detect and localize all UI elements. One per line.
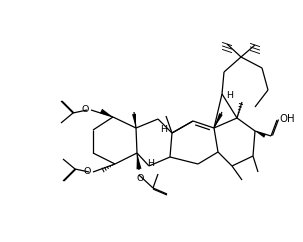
Polygon shape (100, 109, 113, 117)
Text: H: H (226, 91, 233, 100)
Text: H: H (160, 124, 167, 134)
Polygon shape (137, 153, 142, 169)
Polygon shape (255, 131, 266, 138)
Text: OH: OH (279, 114, 295, 124)
Polygon shape (132, 114, 136, 128)
Text: H: H (147, 159, 154, 167)
Polygon shape (214, 113, 223, 128)
Text: O: O (136, 174, 144, 183)
Text: O: O (84, 167, 91, 176)
Text: O: O (82, 106, 89, 114)
